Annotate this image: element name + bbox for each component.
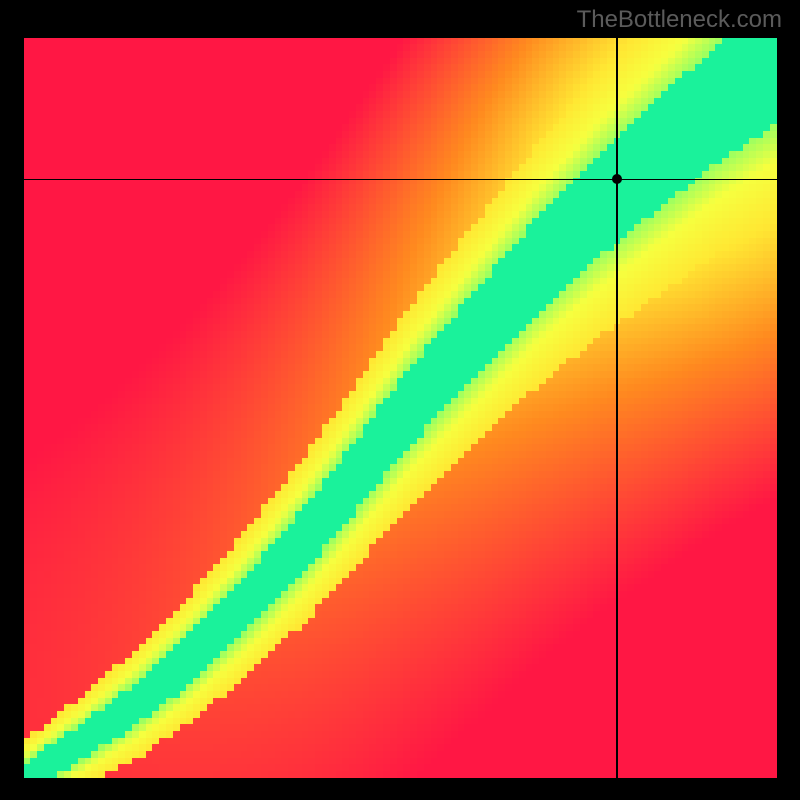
crosshair-marker [612, 174, 622, 184]
watermark-text: TheBottleneck.com [577, 6, 782, 34]
crosshair-vertical [616, 38, 617, 778]
crosshair-horizontal [24, 179, 777, 180]
bottleneck-heatmap [24, 38, 777, 778]
